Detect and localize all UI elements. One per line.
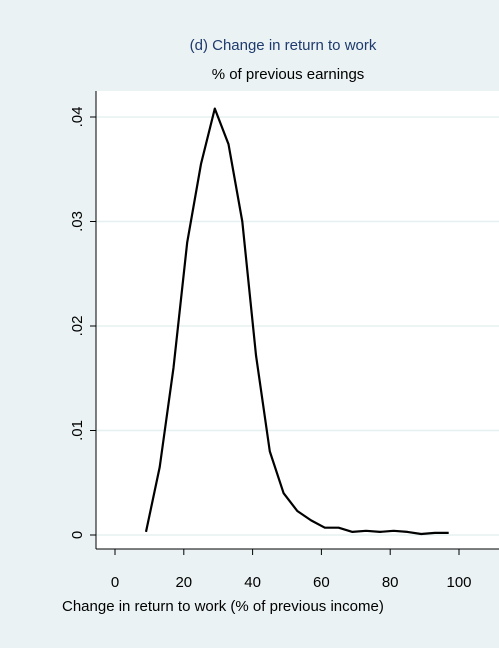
y-tick-label: .01: [69, 420, 86, 441]
axes: [95, 91, 499, 550]
gridlines: [96, 116, 499, 536]
x-tick-label: 100: [446, 574, 471, 591]
x-tick-label: 40: [244, 574, 261, 591]
x-tick-label: 60: [313, 574, 330, 591]
plot-area: [96, 91, 499, 549]
y-axis-ticks: 0 .01 .02 .03 .04: [69, 107, 96, 539]
chart-subtitle: % of previous earnings: [212, 66, 365, 83]
series-line: [144, 107, 449, 536]
x-tick-label: 20: [175, 574, 192, 591]
x-tick-label: 80: [382, 574, 399, 591]
y-tick-label: 0: [69, 531, 86, 539]
y-tick-label: .04: [69, 107, 86, 128]
x-axis-label: Change in return to work (% of previous …: [62, 598, 384, 615]
x-tick-label: 0: [111, 574, 119, 591]
x-axis-ticks: 0 20 40 60 80 100: [111, 549, 472, 591]
chart-title: (d) Change in return to work: [190, 37, 377, 54]
series-group: [144, 107, 449, 536]
y-tick-label: .03: [69, 211, 86, 232]
y-tick-label: .02: [69, 316, 86, 337]
